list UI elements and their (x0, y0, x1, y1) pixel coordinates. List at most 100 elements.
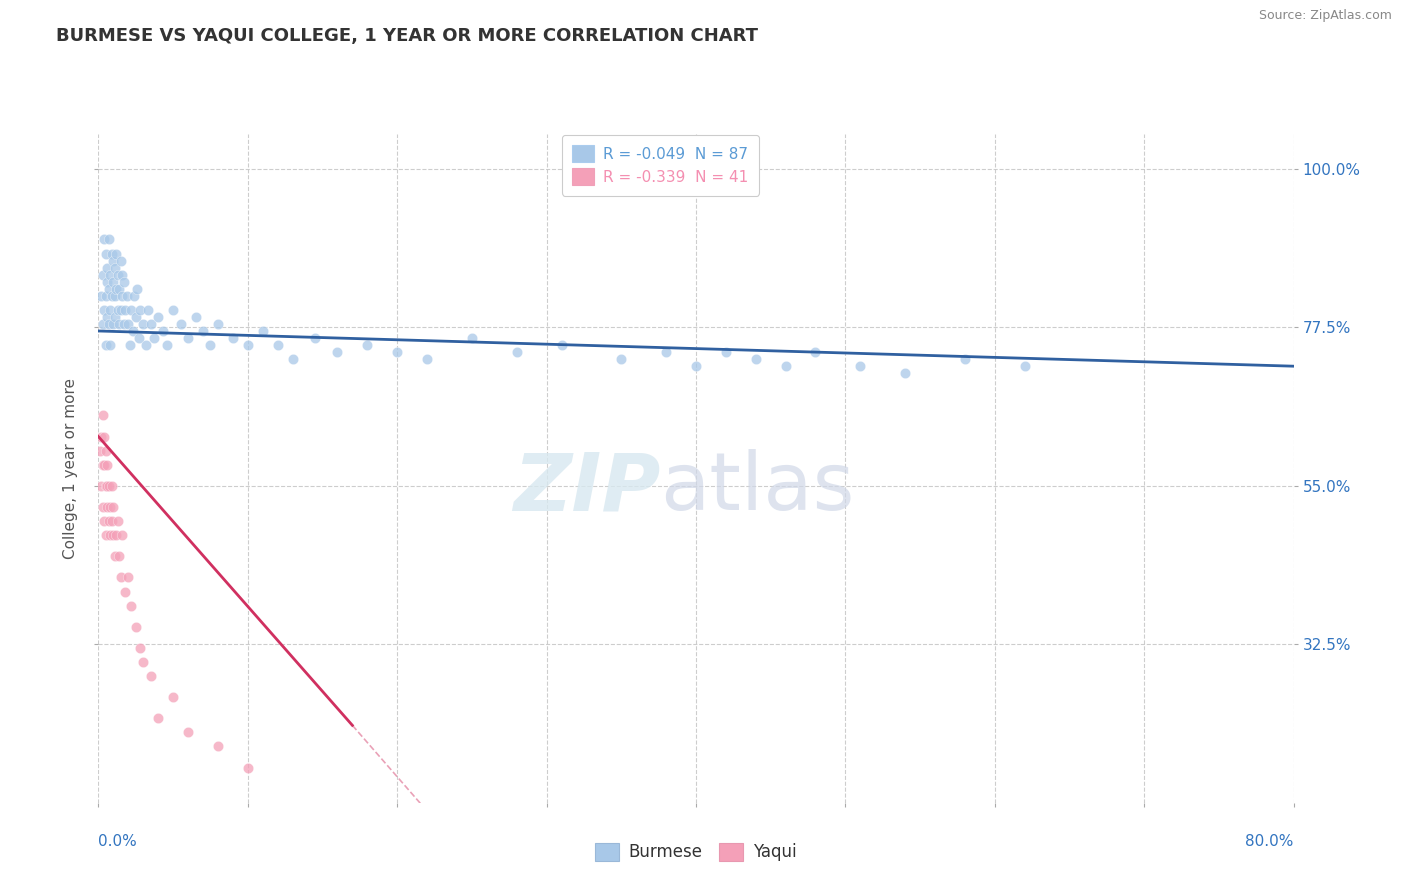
Point (125, 620, 148, 634)
Point (222, 331, 245, 345)
Point (356, 338, 378, 352)
Point (125, 310, 148, 324)
Text: ZIP: ZIP (513, 450, 661, 527)
Point (104, 310, 127, 324)
Point (714, 345, 737, 359)
Point (114, 302, 136, 317)
Point (101, 289, 124, 303)
Point (281, 352, 304, 367)
Point (89, 443, 111, 458)
Point (112, 275, 135, 289)
Point (139, 317, 162, 331)
Legend: Burmese, Yaqui: Burmese, Yaqui (589, 836, 803, 868)
Point (114, 584, 136, 599)
Point (91, 458, 114, 472)
Point (97, 232, 120, 246)
Point (117, 317, 139, 331)
Point (236, 338, 259, 352)
Point (101, 514, 124, 528)
Point (169, 317, 191, 331)
Point (103, 528, 125, 542)
Point (103, 317, 125, 331)
Point (96, 500, 118, 514)
Point (550, 338, 572, 352)
Point (91, 409, 114, 423)
Point (132, 317, 155, 331)
Point (93, 429, 115, 443)
Point (108, 317, 131, 331)
Point (200, 338, 222, 352)
Y-axis label: College, 1 year or more: College, 1 year or more (63, 378, 79, 558)
Point (94, 528, 117, 542)
Point (118, 338, 141, 352)
Point (94, 338, 117, 352)
Point (120, 599, 142, 613)
Point (90, 289, 112, 303)
Point (148, 711, 170, 725)
Point (96, 479, 118, 493)
Point (110, 302, 132, 317)
Point (129, 640, 152, 655)
Point (184, 310, 207, 324)
Point (105, 528, 128, 542)
Point (97, 514, 120, 528)
Point (139, 669, 162, 683)
Point (655, 345, 678, 359)
Point (97, 479, 120, 493)
Point (100, 528, 122, 542)
Point (94, 289, 117, 303)
Point (894, 366, 917, 380)
Point (775, 359, 797, 374)
Point (90, 479, 112, 493)
Text: 0.0%: 0.0% (98, 835, 138, 849)
Point (100, 302, 122, 317)
Point (326, 345, 349, 359)
Point (105, 246, 128, 260)
Point (104, 260, 127, 275)
Point (111, 528, 134, 542)
Point (91, 268, 114, 282)
Point (385, 345, 409, 359)
Point (120, 302, 142, 317)
Point (112, 317, 135, 331)
Point (111, 289, 134, 303)
Point (142, 331, 165, 345)
Point (252, 324, 274, 338)
Point (506, 345, 529, 359)
Point (685, 359, 707, 374)
Point (128, 331, 150, 345)
Point (97, 282, 120, 296)
Point (96, 275, 118, 289)
Point (162, 302, 184, 317)
Point (94, 246, 117, 260)
Point (117, 570, 139, 584)
Point (103, 500, 125, 514)
Point (304, 331, 326, 345)
Point (191, 324, 214, 338)
Point (107, 302, 129, 317)
Point (177, 725, 200, 739)
Point (207, 317, 229, 331)
Point (94, 443, 117, 458)
Point (267, 338, 290, 352)
Point (207, 739, 229, 754)
Text: atlas: atlas (661, 450, 855, 527)
Point (100, 500, 122, 514)
Point (148, 310, 170, 324)
Text: Source: ZipAtlas.com: Source: ZipAtlas.com (1258, 9, 1392, 22)
Point (461, 331, 484, 345)
Point (96, 260, 118, 275)
Point (93, 302, 115, 317)
Point (132, 655, 155, 669)
Point (121, 324, 143, 338)
Point (100, 268, 122, 282)
Text: BURMESE VS YAQUI COLLEGE, 1 YEAR OR MORE CORRELATION CHART: BURMESE VS YAQUI COLLEGE, 1 YEAR OR MORE… (56, 27, 758, 45)
Point (90, 429, 112, 443)
Point (93, 514, 115, 528)
Point (97, 317, 120, 331)
Point (177, 331, 200, 345)
Point (103, 253, 125, 268)
Point (104, 549, 127, 564)
Point (127, 282, 149, 296)
Point (953, 352, 976, 367)
